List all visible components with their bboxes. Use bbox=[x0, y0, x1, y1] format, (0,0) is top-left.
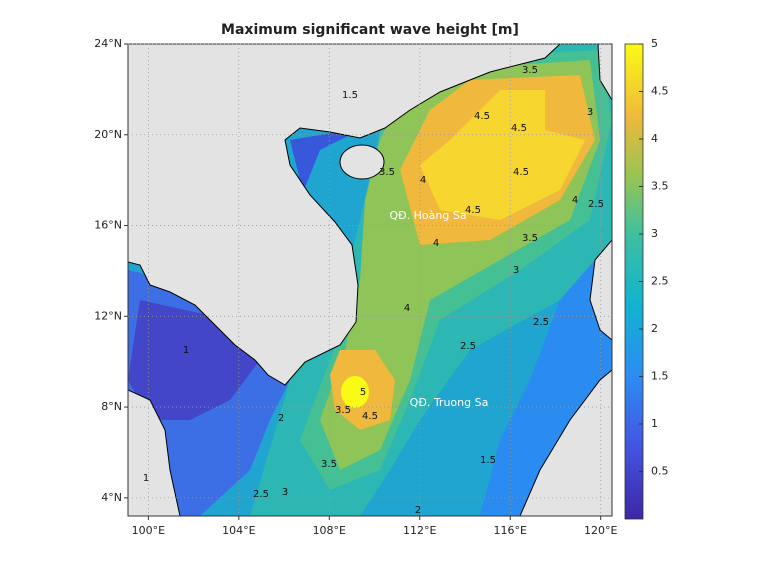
contour-label: 4 bbox=[404, 303, 410, 314]
contour-label: 4 bbox=[433, 238, 439, 249]
colorbar-tick-label: 4 bbox=[651, 132, 658, 145]
place-label: QĐ. Truong Sa bbox=[410, 396, 489, 409]
x-tick-label: 100°E bbox=[132, 524, 165, 537]
contour-label: 5 bbox=[360, 387, 366, 398]
contour-label: 3 bbox=[282, 487, 288, 498]
title: Maximum significant wave height [m] bbox=[221, 22, 519, 38]
colorbar-tick-label: 0.5 bbox=[651, 465, 669, 478]
contour-label: 4.5 bbox=[513, 167, 529, 178]
contour-label: 2.5 bbox=[588, 199, 604, 210]
contour-label: 4.5 bbox=[511, 123, 527, 134]
contour-label: 2 bbox=[278, 413, 284, 424]
contour-label: 3 bbox=[513, 265, 519, 276]
contour-label: 4 bbox=[420, 175, 426, 186]
contour-label: 2 bbox=[415, 505, 421, 516]
x-tick-label: 116°E bbox=[493, 524, 526, 537]
y-tick-label: 20°N bbox=[94, 128, 122, 141]
contour-label: 2.5 bbox=[253, 489, 269, 500]
contour-label: 3.5 bbox=[321, 459, 337, 470]
x-tick-label: 112°E bbox=[403, 524, 436, 537]
contour-label: 4.5 bbox=[465, 205, 481, 216]
contour-label: 1 bbox=[143, 473, 149, 484]
contour-label: 1.5 bbox=[342, 90, 358, 101]
contour-label: 3.5 bbox=[335, 405, 351, 416]
y-tick-label: 4°N bbox=[101, 491, 122, 504]
contour-label: 4.5 bbox=[362, 411, 378, 422]
contour-label: 4.5 bbox=[474, 111, 490, 122]
wave-field bbox=[128, 44, 612, 516]
colorbar-tick-label: 3 bbox=[651, 227, 658, 240]
contour-label: 1.5 bbox=[480, 455, 496, 466]
contour-label: 3.5 bbox=[522, 65, 538, 76]
y-tick-label: 8°N bbox=[101, 400, 122, 413]
x-tick-label: 120°E bbox=[584, 524, 617, 537]
colorbar-tick-label: 3.5 bbox=[651, 180, 669, 193]
colorbar-tick-label: 2 bbox=[651, 322, 658, 335]
contour-label: 2.5 bbox=[533, 317, 549, 328]
contour-label: 3.5 bbox=[379, 167, 395, 178]
contour-label: 3 bbox=[587, 107, 593, 118]
colorbar-tick-label: 2.5 bbox=[651, 275, 669, 288]
colorbar-tick-label: 5 bbox=[651, 37, 658, 50]
contour-label: 4 bbox=[572, 195, 578, 206]
contour-label: 2.5 bbox=[460, 341, 476, 352]
x-tick-label: 104°E bbox=[222, 524, 255, 537]
colorbar-tick-label: 4.5 bbox=[651, 85, 669, 98]
x-tick-label: 108°E bbox=[313, 524, 346, 537]
colorbar-tick-label: 1 bbox=[651, 417, 658, 430]
place-label: QĐ. Hoàng Sa bbox=[389, 209, 466, 222]
y-tick-label: 24°N bbox=[94, 37, 122, 50]
contour-label: 3.5 bbox=[522, 233, 538, 244]
y-tick-label: 12°N bbox=[94, 309, 122, 322]
contour-label: 1 bbox=[183, 345, 189, 356]
y-tick-label: 16°N bbox=[94, 219, 122, 232]
colorbar-tick-label: 1.5 bbox=[651, 370, 669, 383]
map-frame bbox=[127, 43, 613, 517]
